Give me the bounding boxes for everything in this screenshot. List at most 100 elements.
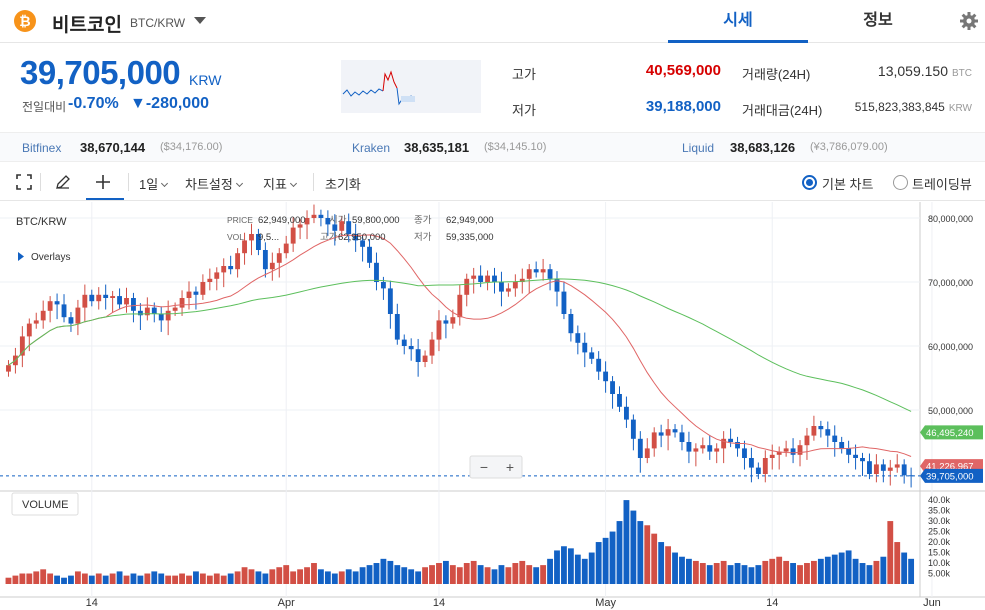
chart-settings-menu[interactable]: 차트설정 xyxy=(185,174,243,193)
basic-chart-radio[interactable] xyxy=(802,175,817,190)
zoom-out-button[interactable]: − xyxy=(480,459,488,475)
candle-body xyxy=(596,358,602,372)
ohlc-low-prefix: 저가 xyxy=(414,232,432,243)
zoom-in-button[interactable]: + xyxy=(506,459,514,475)
candle-body xyxy=(339,221,345,231)
chevron-down-icon[interactable] xyxy=(194,17,206,24)
candle-body xyxy=(40,310,46,321)
gear-icon[interactable] xyxy=(959,11,979,31)
volume-bar xyxy=(81,573,88,584)
candle-body xyxy=(151,307,157,314)
volume-bar xyxy=(554,550,560,584)
exchange-price: 38,683,126 xyxy=(730,140,796,155)
ohlc-vol-value: 9,5... xyxy=(258,232,279,243)
ohlc-open-prefix: 시가 xyxy=(329,215,347,226)
candle-body xyxy=(61,304,67,318)
candle-body xyxy=(853,454,858,458)
volume-bar xyxy=(630,510,637,584)
volume-bar xyxy=(623,500,630,584)
candle-body xyxy=(429,339,435,356)
candle-body xyxy=(783,448,789,452)
volume-axis-label: 25.0k xyxy=(928,527,951,537)
candle-body xyxy=(478,275,484,282)
interval-select[interactable]: 1일 xyxy=(139,174,169,193)
volume-bar xyxy=(463,563,470,584)
candle-body xyxy=(505,288,511,292)
ma-green-price-tag: 46,495,240 xyxy=(926,428,974,439)
volume-number: 13,059.150 xyxy=(877,63,948,79)
volume-bar xyxy=(387,560,394,584)
candle-body xyxy=(769,454,775,458)
volume-bar xyxy=(297,569,304,584)
volume-bar xyxy=(783,560,790,584)
candle-body xyxy=(485,275,490,282)
volume-bar xyxy=(720,560,727,584)
high-price: 40,569,000 xyxy=(645,62,721,79)
volume-bar xyxy=(866,565,873,584)
indicators-label: 지표 xyxy=(263,177,287,192)
volume-bar xyxy=(220,575,227,584)
volume-bar xyxy=(123,575,130,584)
candle-body xyxy=(499,282,504,292)
candle-body xyxy=(75,307,81,324)
coin-pair: BTC/KRW xyxy=(130,16,186,30)
indicators-menu[interactable]: 지표 xyxy=(263,174,297,193)
candle-body xyxy=(394,314,400,340)
tab-info[interactable]: 정보 xyxy=(863,12,893,29)
volume-bar xyxy=(665,546,672,584)
candle-body xyxy=(367,246,372,263)
candle-body xyxy=(26,323,32,337)
volume-bar xyxy=(130,573,137,584)
pencil-icon[interactable] xyxy=(55,174,71,190)
candle-body xyxy=(137,310,143,316)
candle-body xyxy=(68,317,74,324)
volume-bar xyxy=(859,563,866,584)
tradingview-radio[interactable] xyxy=(893,175,908,190)
price-axis-label: 60,000,000 xyxy=(928,342,973,352)
volume-bar xyxy=(692,560,699,584)
candle-body xyxy=(735,442,740,449)
volume-bar xyxy=(172,575,179,584)
candle-body xyxy=(575,333,581,343)
volume-axis-label: 15.0k xyxy=(928,548,951,558)
volume-bar xyxy=(706,565,713,584)
volume-bar xyxy=(74,571,81,584)
high-label: 고가 xyxy=(512,67,536,82)
volume-bar xyxy=(713,563,720,584)
volume-bar xyxy=(255,571,262,584)
ma-line-red xyxy=(8,234,912,457)
time-axis-label: Jun xyxy=(923,597,941,609)
chevron-down-icon xyxy=(235,179,243,188)
volume-bar xyxy=(415,571,422,584)
volume-axis-label: 35.0k xyxy=(928,506,951,516)
candle-body xyxy=(387,288,393,314)
candle-body xyxy=(748,458,754,468)
candle-body xyxy=(214,272,220,279)
ohlc-open2-value: 59,800,000 xyxy=(352,215,400,226)
candle-body xyxy=(825,429,831,436)
volume-bar xyxy=(54,575,60,584)
basic-chart-label[interactable]: 기본 차트 xyxy=(822,177,874,192)
crosshair-icon[interactable] xyxy=(95,174,111,190)
volume-bar xyxy=(331,573,338,584)
volume-bar xyxy=(526,565,533,584)
price-chart[interactable]: 14Apr14May14Jun1480,000,00070,000,00060,… xyxy=(0,202,985,610)
volume-bar xyxy=(734,563,741,584)
candle-body xyxy=(235,253,241,270)
candle-body xyxy=(297,224,303,228)
candle-body xyxy=(82,294,88,308)
volume-label-box xyxy=(11,492,79,516)
time-axis-label: 14 xyxy=(433,597,445,609)
fullscreen-icon[interactable] xyxy=(16,174,32,190)
tradingview-label[interactable]: 트레이딩뷰 xyxy=(912,177,972,192)
volume-bar xyxy=(401,567,408,584)
volume-bar xyxy=(248,569,255,584)
candle-body xyxy=(464,278,470,295)
toolbar-divider xyxy=(40,173,41,191)
tab-price[interactable]: 시세 xyxy=(668,0,808,43)
reset-button[interactable]: 초기화 xyxy=(325,177,361,192)
volume-bar xyxy=(824,556,831,584)
volume-bar xyxy=(602,537,609,584)
current-price: 39,705,000 xyxy=(20,54,181,91)
exchange-price: 38,670,144 xyxy=(80,140,146,155)
